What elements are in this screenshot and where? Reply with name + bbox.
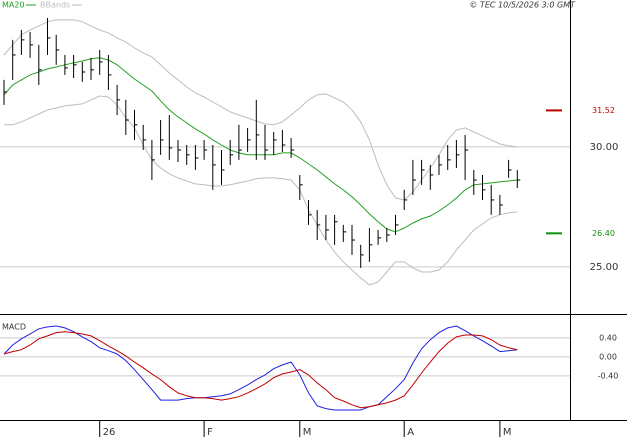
y-tick-label: 25.00	[590, 262, 619, 273]
y-tick-label: 30.00	[590, 142, 619, 153]
credit: © TEC 10/5/2026 3:0 GMT	[469, 1, 576, 10]
x-tick-label: M	[303, 427, 312, 438]
bollinger-band	[4, 95, 518, 286]
legend-label: MA20	[2, 1, 25, 10]
y-tick-label: 0.40	[599, 333, 617, 342]
panel-title: MACD	[2, 323, 26, 332]
bollinger-band	[3, 19, 518, 201]
x-tick-label: M	[503, 427, 512, 438]
x-tick-label: 26	[103, 427, 116, 438]
x-tick-label: F	[207, 427, 213, 438]
level-label: 26.40	[592, 229, 615, 238]
y-tick-label: 0.00	[599, 352, 617, 361]
macd-line	[3, 325, 518, 411]
macd-line	[3, 331, 518, 409]
x-tick-label: A	[407, 427, 414, 438]
level-label: 31.52	[592, 106, 615, 115]
moving-average	[3, 57, 518, 233]
legend-label: BBands	[40, 1, 70, 10]
y-tick-label: -0.40	[598, 371, 619, 380]
